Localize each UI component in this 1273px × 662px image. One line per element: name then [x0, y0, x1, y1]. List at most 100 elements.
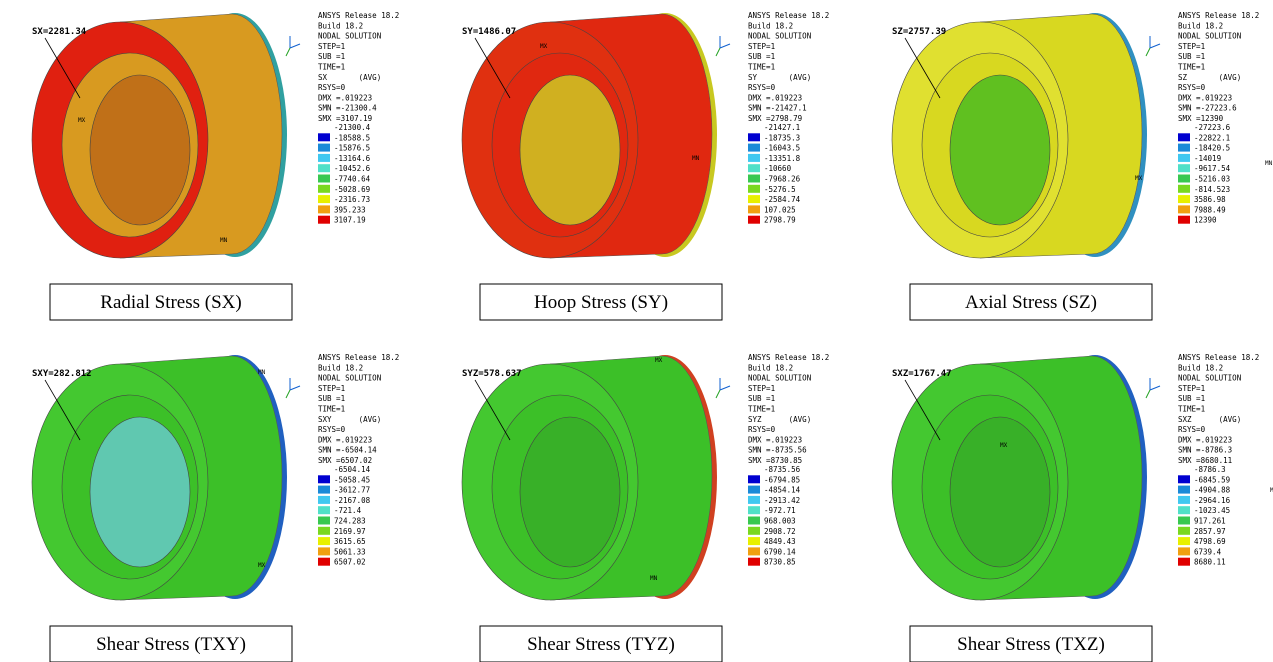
legend-value: -4854.14: [764, 486, 801, 495]
legend-swatch: [748, 164, 760, 173]
legend-swatch: [748, 174, 760, 183]
info-line: SMX =6507.02: [318, 456, 372, 465]
info-line: SUB =1: [318, 394, 345, 403]
info-line: RSYS=0: [318, 425, 346, 434]
legend-value: 968.003: [764, 517, 796, 526]
info-line: DMX =.019223: [318, 435, 372, 444]
legend-swatch: [748, 485, 760, 494]
legend-swatch: [748, 516, 760, 525]
legend-swatch: [318, 557, 330, 566]
caption-box: [479, 283, 723, 321]
legend-value: 12390: [1194, 216, 1217, 225]
probe-label: SX=2281.34: [32, 27, 87, 37]
info-line: RSYS=0: [748, 83, 776, 92]
legend-value: 2798.79: [764, 216, 796, 225]
legend-value: 7988.49: [1194, 205, 1226, 214]
legend-swatch: [318, 547, 330, 556]
legend-value: 917.261: [1194, 517, 1226, 526]
legend-swatch: [318, 174, 330, 183]
info-line: TIME=1: [1178, 63, 1205, 72]
extreme-marker: MN: [650, 575, 658, 582]
extreme-marker: MX: [540, 43, 548, 50]
legend-swatch: [1178, 547, 1190, 556]
probe-leader: [904, 37, 941, 99]
info-line: NODAL SOLUTION: [318, 32, 381, 41]
legend-value: 3107.19: [334, 216, 366, 225]
legend-value: -21427.1: [764, 123, 800, 132]
legend-value: 4798.69: [1194, 537, 1226, 546]
info-line: STEP=1: [748, 42, 775, 51]
legend-value: -6845.59: [1194, 475, 1230, 484]
legend-value: -10660: [764, 164, 792, 173]
legend-swatch: [1178, 526, 1190, 535]
info-line: SMX =3107.19: [318, 114, 372, 123]
info-line: SMX =8730.85: [748, 456, 802, 465]
legend-swatch: [748, 537, 760, 546]
legend-swatch: [1178, 195, 1190, 204]
legend-value: -22822.1: [1194, 133, 1230, 142]
bore: [519, 74, 621, 226]
axis-triad: [1149, 43, 1161, 49]
bore: [949, 416, 1051, 568]
info-line: STEP=1: [748, 384, 775, 393]
legend-swatch: [318, 516, 330, 525]
info-line: SX (AVG): [318, 73, 381, 82]
legend-swatch: [318, 195, 330, 204]
legend-swatch: [1178, 475, 1190, 484]
info-line: RSYS=0: [1178, 425, 1206, 434]
info-line: SUB =1: [318, 52, 345, 61]
legend-swatch: [318, 506, 330, 515]
info-line: RSYS=0: [748, 425, 776, 434]
legend-swatch: [748, 475, 760, 484]
info-line: ANSYS Release 18.2: [1178, 353, 1259, 362]
legend-swatch: [318, 143, 330, 152]
extreme-marker: MN: [1265, 160, 1273, 167]
legend-value: -18588.5: [334, 133, 370, 142]
legend-value: -27223.6: [1194, 123, 1231, 132]
legend-swatch: [748, 195, 760, 204]
legend-value: -13164.6: [334, 154, 371, 163]
info-line: Build 18.2: [318, 21, 363, 30]
legend-swatch: [318, 495, 330, 504]
extreme-marker: MN: [692, 155, 700, 162]
probe-leader: [474, 379, 511, 441]
legend-value: -2913.42: [764, 496, 800, 505]
legend-swatch: [318, 215, 330, 224]
info-line: SMN =-21300.4: [318, 104, 377, 113]
legend-value: 6790.14: [764, 547, 796, 556]
info-line: DMX =.019223: [1178, 93, 1232, 102]
legend-value: -14019: [1194, 154, 1221, 163]
info-line: NODAL SOLUTION: [748, 374, 811, 383]
legend-swatch: [1178, 495, 1190, 504]
legend-value: -15876.5: [334, 144, 370, 153]
legend-swatch: [748, 557, 760, 566]
legend-value: -6794.85: [764, 475, 800, 484]
info-line: SY (AVG): [748, 73, 811, 82]
info-line: SMN =-27223.6: [1178, 104, 1237, 113]
legend-value: 2908.72: [764, 527, 796, 536]
legend-swatch: [748, 143, 760, 152]
bore: [89, 416, 191, 568]
info-line: SMX =2798.79: [748, 114, 802, 123]
extreme-marker: MN: [220, 237, 228, 244]
legend-value: -5028.69: [334, 185, 370, 194]
info-line: ANSYS Release 18.2: [318, 353, 399, 362]
legend-swatch: [1178, 485, 1190, 494]
legend-value: 3615.65: [334, 537, 366, 546]
axis-triad: [289, 43, 301, 49]
info-line: NODAL SOLUTION: [318, 374, 381, 383]
legend-swatch: [1178, 174, 1190, 183]
legend-value: -2167.08: [334, 496, 371, 505]
legend-swatch: [748, 215, 760, 224]
legend-swatch: [318, 184, 330, 193]
legend-value: 2169.97: [334, 527, 366, 536]
legend-value: -18420.5: [1194, 144, 1230, 153]
legend-swatch: [748, 205, 760, 214]
info-line: Build 18.2: [748, 21, 793, 30]
legend-swatch: [1178, 557, 1190, 566]
axis-triad: [285, 389, 291, 399]
legend-swatch: [1178, 516, 1190, 525]
